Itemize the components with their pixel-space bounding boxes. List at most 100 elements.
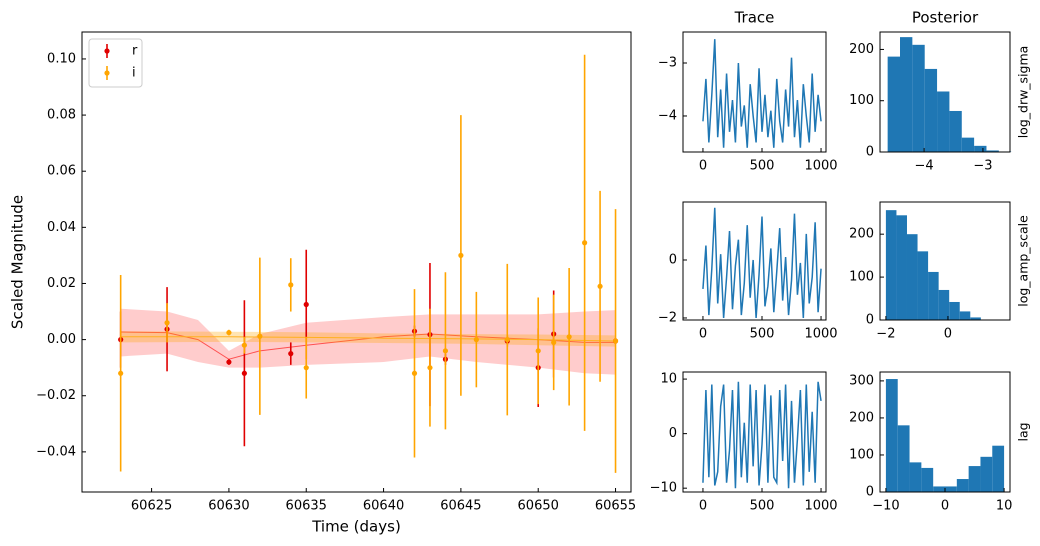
x-tick-label: 0 xyxy=(699,159,707,174)
histogram-bar xyxy=(992,445,1005,492)
subplot-title: Posterior xyxy=(912,9,979,27)
x-tick-label: 500 xyxy=(750,159,775,174)
y-tick-label: 300 xyxy=(849,373,874,388)
data-point xyxy=(597,283,603,289)
data-point xyxy=(226,329,232,336)
histogram-bar xyxy=(970,317,981,320)
data-point xyxy=(257,333,263,339)
histogram-bar xyxy=(949,110,962,152)
data-point xyxy=(288,282,294,288)
x-tick-label: −2 xyxy=(876,327,895,342)
histogram-bar xyxy=(900,37,913,152)
y-tick-label: −4 xyxy=(658,108,677,123)
y-tick-label: 0 xyxy=(866,313,874,328)
x-tick-label: 60655 xyxy=(595,499,636,514)
y-tick-label: 200 xyxy=(849,227,874,242)
x-tick-label: 500 xyxy=(750,327,775,342)
axes-frame xyxy=(682,371,827,493)
y-tick-label: 0 xyxy=(866,485,874,500)
histogram-bar xyxy=(924,68,938,152)
histogram-bar xyxy=(897,425,910,492)
axes-frame xyxy=(682,201,827,321)
histogram-bar xyxy=(933,486,945,492)
data-point xyxy=(566,334,572,340)
y-tick-label: −10 xyxy=(650,481,677,496)
histogram-bar xyxy=(917,251,929,320)
y-tick-label: 200 xyxy=(849,42,874,57)
x-tick-label: 60640 xyxy=(363,499,404,514)
axes-frame xyxy=(81,31,632,493)
histogram-bar xyxy=(885,210,897,320)
histogram-bar xyxy=(949,301,960,320)
subplot: 0 500 1000 −10 0 10 xyxy=(650,371,838,514)
side-label: log_amp_scale xyxy=(1016,215,1031,307)
x-tick-label: 500 xyxy=(750,499,775,514)
subplot: −4 −3 0 100 200 Posterior log_drw_sigma xyxy=(849,9,1030,174)
data-point xyxy=(303,301,309,308)
legend-marker xyxy=(104,70,110,76)
x-tick-label: 10 xyxy=(996,499,1013,514)
trace-line xyxy=(702,207,822,319)
trace-line xyxy=(702,39,822,148)
x-tick-label: 1000 xyxy=(804,159,837,174)
x-tick-label: 1000 xyxy=(804,327,837,342)
y-tick-label: 0 xyxy=(669,426,677,441)
data-point xyxy=(241,370,247,376)
x-tick-label: −3 xyxy=(973,159,992,174)
x-tick-label: 0 xyxy=(941,499,949,514)
x-tick-label: 0 xyxy=(944,327,952,342)
legend-label: i xyxy=(132,66,136,81)
axes-frame xyxy=(879,201,1011,321)
subplot: 0 500 1000 −2 0 xyxy=(658,201,838,342)
legend-box xyxy=(88,38,143,88)
histogram-bar xyxy=(980,456,993,492)
data-point xyxy=(504,337,510,343)
x-tick-label: 0 xyxy=(699,327,707,342)
legend-marker xyxy=(104,48,110,54)
y-tick-label: 100 xyxy=(849,270,874,285)
histogram-bar xyxy=(896,215,907,320)
y-tick-label: 0.04 xyxy=(47,220,76,235)
y-tick-label: 0.08 xyxy=(47,108,76,123)
histogram-bar xyxy=(945,486,957,492)
histogram-bar xyxy=(959,311,971,320)
axes-frame xyxy=(682,31,827,153)
data-point xyxy=(226,359,232,365)
y-tick-label: −0.02 xyxy=(36,388,76,403)
axes-frame xyxy=(879,31,1011,153)
y-tick-label: 0.02 xyxy=(47,276,76,291)
data-point xyxy=(118,370,124,376)
side-label: lag xyxy=(1016,422,1031,441)
y-tick-label: −2 xyxy=(658,310,677,325)
histogram-bar xyxy=(968,466,981,492)
histogram-bar xyxy=(961,137,975,152)
y-axis-label: Scaled Magnitude xyxy=(9,195,27,329)
histogram-bar xyxy=(906,234,918,320)
histogram-bar xyxy=(887,56,900,152)
histogram-bar xyxy=(912,44,925,153)
x-tick-label: 60625 xyxy=(131,499,172,514)
histogram-bar xyxy=(956,479,969,492)
data-point xyxy=(427,365,433,371)
y-tick-label: 100 xyxy=(849,93,874,108)
histogram-bar xyxy=(928,271,939,320)
data-point xyxy=(551,339,557,346)
histogram-bar xyxy=(986,150,999,152)
histogram-bar xyxy=(909,462,922,492)
data-point xyxy=(411,370,418,376)
x-tick-label: 60635 xyxy=(286,499,327,514)
y-tick-label: 10 xyxy=(660,372,677,387)
histogram-bar xyxy=(938,289,950,320)
y-tick-label: −0.04 xyxy=(36,444,76,459)
side-label: log_drw_sigma xyxy=(1016,46,1031,139)
data-point xyxy=(164,320,170,326)
trace-line xyxy=(702,381,822,489)
data-point xyxy=(582,240,588,246)
data-point xyxy=(442,348,449,354)
histogram-bar xyxy=(974,145,987,152)
x-tick-label: 60630 xyxy=(208,499,249,514)
x-tick-label: −10 xyxy=(872,499,899,514)
